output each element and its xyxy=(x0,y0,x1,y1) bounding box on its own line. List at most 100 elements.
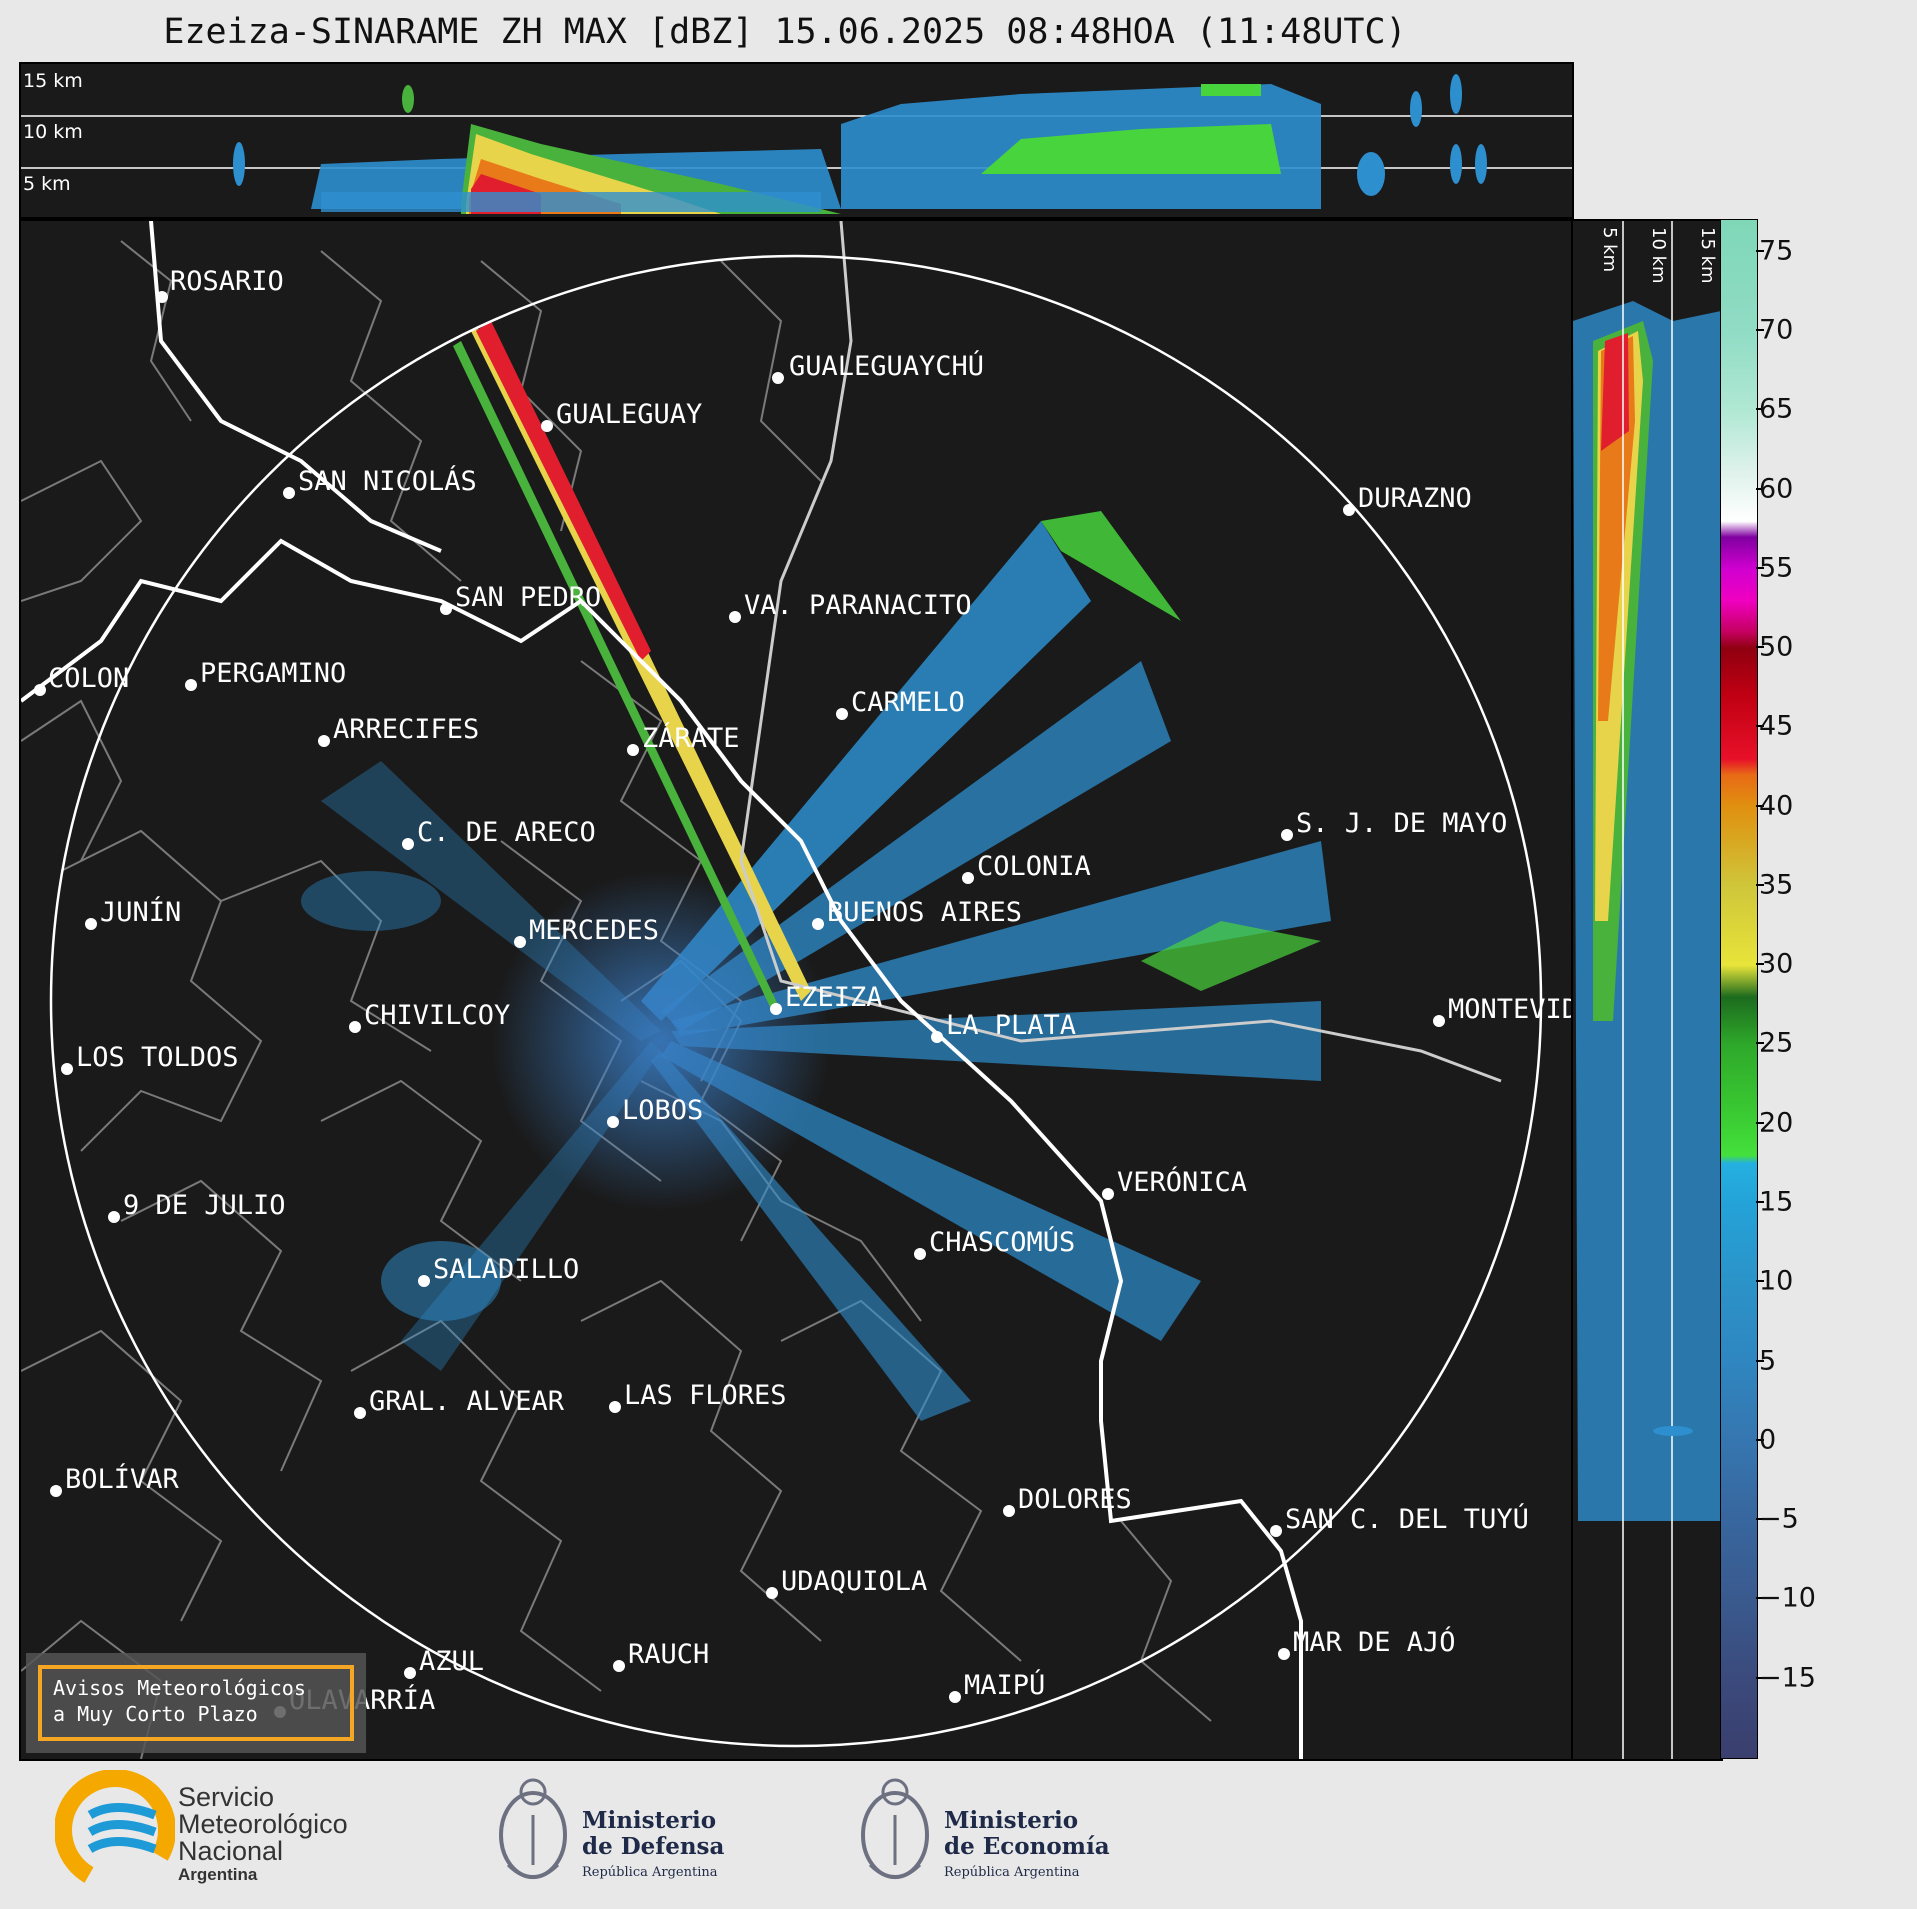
city-marker: LA PLATA xyxy=(931,1010,1076,1043)
city-marker: BUENOS AIRES xyxy=(812,897,1022,930)
city-label: MERCEDES xyxy=(529,915,659,946)
radar-map-svg: ROSARIO GUALEGUAYCHÚ GUALEGUAY SAN NICOLÁS D… xyxy=(21,221,1572,1759)
economia-line-2: de Economía xyxy=(944,1833,1110,1860)
city-marker: S. J. DE MAYO xyxy=(1281,808,1507,841)
city-marker: SAN NICOLÁS xyxy=(283,465,477,499)
economia-seal-icon xyxy=(861,1778,929,1879)
colorbar-tick-label: 70 xyxy=(1759,314,1794,346)
colorbar-tick-mark xyxy=(1756,1359,1764,1362)
colorbar-tick-label: 45 xyxy=(1759,710,1794,742)
colorbar-tick-label: 5 xyxy=(1759,1345,1777,1377)
city-label: GRAL. ALVEAR xyxy=(369,1386,565,1417)
defensa-line-2: de Defensa xyxy=(582,1833,725,1860)
side-height-label-15km: 15 km xyxy=(1697,227,1718,284)
city-dot xyxy=(402,838,414,850)
smn-name-line-4: Argentina xyxy=(178,1865,258,1884)
city-marker: LAS FLORES xyxy=(609,1380,787,1413)
province-boundary-north xyxy=(149,221,442,553)
city-label: DURAZNO xyxy=(1358,483,1472,514)
city-label: COLONIA xyxy=(977,851,1091,882)
city-marker: DURAZNO xyxy=(1343,483,1472,516)
city-marker: RAUCH xyxy=(613,1639,709,1672)
city-dot xyxy=(609,1401,621,1413)
city-marker: MONTEVIDEO xyxy=(1433,994,1572,1027)
city-dot xyxy=(962,872,974,884)
defensa-line-1: Ministerio xyxy=(582,1807,717,1834)
city-marker: VERÓNICA xyxy=(1102,1166,1247,1200)
city-dot xyxy=(613,1660,625,1672)
city-label: ARRECIFES xyxy=(333,714,479,745)
colorbar-tick-mark xyxy=(1756,249,1764,252)
city-label: C. DE ARECO xyxy=(417,817,596,848)
city-marker: VA. PARANACITO xyxy=(729,590,972,623)
city-marker: MAIPÚ xyxy=(949,1669,1045,1703)
city-marker: 9 DE JULIO xyxy=(108,1190,286,1223)
city-marker: CHIVILCOY xyxy=(349,1000,510,1033)
city-label: MAR DE AJÓ xyxy=(1293,1626,1456,1658)
province-boundary xyxy=(21,538,1303,1759)
city-dot xyxy=(1281,829,1293,841)
colorbar-tick-mark xyxy=(1756,566,1764,569)
colorbar-tick-label: −15 xyxy=(1759,1662,1816,1694)
city-dot xyxy=(404,1667,416,1679)
city-marker: DOLORES xyxy=(1003,1484,1132,1517)
city-label: S. J. DE MAYO xyxy=(1296,808,1507,839)
city-dot xyxy=(185,679,197,691)
colorbar-tick-mark xyxy=(1756,1042,1764,1045)
colorbar-tick-mark xyxy=(1756,1518,1764,1521)
city-marker: GUALEGUAYCHÚ xyxy=(772,350,984,384)
colorbar-tick-label: 60 xyxy=(1759,473,1794,505)
city-label: EZEIZA xyxy=(785,982,883,1013)
city-dot xyxy=(541,420,553,432)
smn-name-line-2: Meteorológico xyxy=(178,1809,348,1839)
defensa-seal-icon xyxy=(499,1778,567,1879)
colorbar-tick-mark xyxy=(1756,1201,1764,1204)
colorbar-tick-mark xyxy=(1756,804,1764,807)
colorbar-tick-mark xyxy=(1756,1597,1764,1600)
city-dot xyxy=(514,936,526,948)
colorbar-tick-label: 35 xyxy=(1759,869,1794,901)
city-marker: GRAL. ALVEAR xyxy=(354,1386,565,1419)
city-label: UDAQUIOLA xyxy=(781,1566,927,1597)
city-dot xyxy=(34,684,46,696)
city-label: MAIPÚ xyxy=(964,1669,1045,1701)
city-marker: EZEIZA xyxy=(770,982,883,1015)
city-dot xyxy=(156,291,168,303)
radar-map[interactable]: ROSARIO GUALEGUAYCHÚ GUALEGUAY SAN NICOLÁS D… xyxy=(19,219,1574,1761)
city-marker: AZUL xyxy=(404,1646,484,1679)
city-dot xyxy=(1278,1648,1290,1660)
city-marker: COLONIA xyxy=(962,851,1091,884)
city-label: RAUCH xyxy=(628,1639,709,1670)
height-label-15km: 15 km xyxy=(23,70,83,92)
city-marker: GUALEGUAY xyxy=(541,399,702,432)
city-dot xyxy=(440,603,452,615)
city-dot xyxy=(1270,1525,1282,1537)
city-label: GUALEGUAYCHÚ xyxy=(789,350,984,382)
city-label: SALADILLO xyxy=(433,1254,579,1285)
city-label: LOS TOLDOS xyxy=(76,1042,239,1073)
city-dot xyxy=(354,1407,366,1419)
city-dot xyxy=(1102,1188,1114,1200)
city-dot xyxy=(914,1248,926,1260)
city-marker: PERGAMINO xyxy=(185,658,346,691)
notice-line-1: Avisos Meteorológicos xyxy=(53,1676,306,1700)
economia-line-1: Ministerio xyxy=(944,1807,1079,1834)
notice-line-2: a Muy Corto Plazo xyxy=(53,1702,258,1726)
city-dot xyxy=(772,372,784,384)
city-marker: MAR DE AJÓ xyxy=(1278,1626,1456,1660)
city-label: 9 DE JULIO xyxy=(123,1190,286,1221)
colorbar-tick-mark xyxy=(1756,725,1764,728)
colorbar xyxy=(1720,219,1758,1759)
colorbar-tick-label: 40 xyxy=(1759,790,1794,822)
city-dot xyxy=(318,735,330,747)
city-marker: SALADILLO xyxy=(418,1254,579,1287)
city-label: DOLORES xyxy=(1018,1484,1132,1515)
colorbar-tick-label: 30 xyxy=(1759,948,1794,980)
city-dot xyxy=(85,918,97,930)
colorbar-tick-label: 10 xyxy=(1759,1265,1794,1297)
smn-name-line-3: Nacional xyxy=(178,1836,284,1866)
river-coastline xyxy=(739,221,1502,1083)
city-label: BUENOS AIRES xyxy=(827,897,1022,928)
city-dot xyxy=(1003,1505,1015,1517)
city-marker: BOLÍVAR xyxy=(50,1463,180,1497)
